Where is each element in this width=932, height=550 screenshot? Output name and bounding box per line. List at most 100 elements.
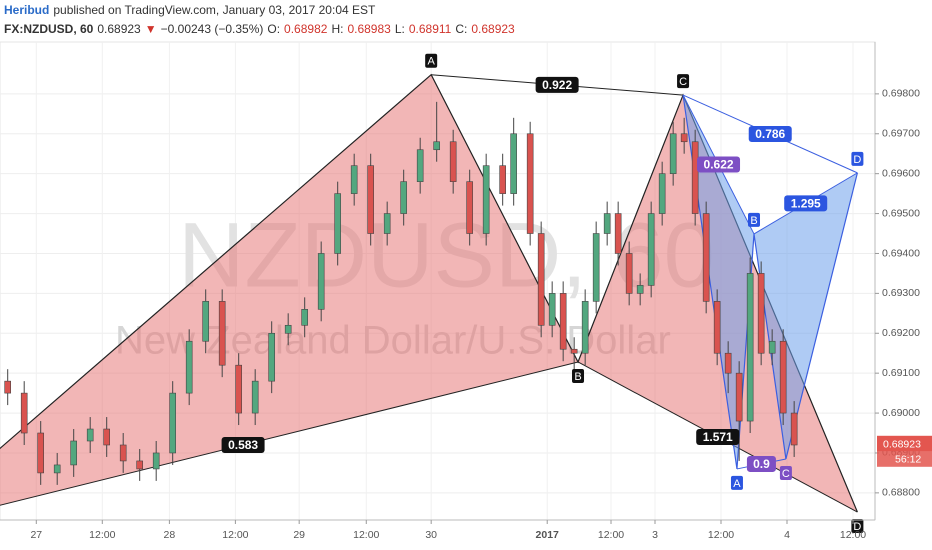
candle-body: [449, 141, 457, 182]
candle-body: [53, 464, 61, 474]
countdown: 56:12: [895, 454, 921, 466]
y-tick-label: 0.69500: [882, 207, 920, 219]
y-tick-label: 0.69000: [882, 407, 920, 419]
point-label: A: [428, 56, 436, 68]
candle-body: [614, 213, 622, 254]
candle-body: [735, 372, 743, 422]
c: 0.68923: [471, 22, 515, 36]
y-tick-label: 0.69800: [882, 88, 920, 100]
candle-body: [202, 301, 209, 342]
ratio-label: 0.583: [228, 438, 258, 452]
candle-body: [37, 432, 44, 474]
candle-body: [136, 460, 143, 470]
header-line: FX:NZDUSD, 60 0.68923 ▼ −0.00243 (−0.35%…: [4, 22, 515, 36]
ratio-box: [784, 195, 828, 212]
candle-body: [592, 233, 600, 302]
candle-body: [537, 233, 545, 326]
candle-body: [669, 133, 677, 174]
candle-body: [20, 392, 28, 434]
ratio-label: 1.295: [791, 197, 821, 211]
candle-body: [185, 340, 193, 394]
ratio-box: [221, 436, 265, 453]
y-tick-label: 0.69700: [882, 128, 920, 140]
symbol: FX:NZDUSD, 60: [4, 22, 94, 36]
ratio-box: [746, 455, 776, 472]
candle-body: [746, 273, 754, 422]
author[interactable]: Heribud: [4, 3, 50, 17]
x-tick-label: 12:00: [222, 529, 248, 541]
candle-body: [768, 340, 776, 354]
candle-body: [218, 301, 226, 366]
h: 0.68983: [347, 22, 391, 36]
candle-body: [691, 141, 699, 214]
candle-body: [334, 193, 341, 254]
candle-body: [103, 428, 110, 446]
candle-body: [251, 380, 259, 414]
candle-body: [284, 324, 292, 334]
x-tick-label: 30: [425, 529, 437, 541]
x-tick-label: 12:00: [89, 529, 115, 541]
last: 0.68923: [97, 22, 141, 36]
published: published on TradingView.com, January 03…: [53, 3, 376, 17]
candle-body: [724, 352, 732, 374]
countdown-box: [877, 451, 932, 467]
ratio-label: 1.571: [703, 430, 733, 444]
header-line: Heribud published on TradingView.com, Ja…: [4, 3, 375, 17]
point-box: [779, 465, 792, 480]
candle-body: [603, 213, 611, 234]
x-tick-label: 2017: [536, 529, 560, 541]
ratio-box: [748, 125, 792, 142]
y-tick-label: 0.68800: [882, 487, 920, 499]
last-price-box: [877, 435, 932, 452]
point-box: [730, 475, 743, 490]
candle-body: [548, 293, 556, 326]
x-tick-label: 29: [293, 529, 305, 541]
candle-body: [301, 309, 308, 326]
candle-body: [466, 181, 473, 234]
candle-body: [510, 133, 517, 194]
candle-body: [235, 364, 242, 414]
last-price-label: 0.68923: [883, 439, 921, 451]
candle-body: [433, 141, 440, 151]
x-tick-label: 12:00: [708, 529, 734, 541]
candle-body: [169, 392, 176, 454]
candle-body: [680, 133, 688, 143]
point-box: [425, 53, 438, 68]
point-label: B: [750, 215, 757, 227]
ratio-box: [697, 156, 741, 173]
x-tick-label: 27: [30, 529, 42, 541]
x-tick-label: 12:00: [598, 529, 624, 541]
ratio-label: 0.922: [542, 78, 572, 92]
candle-body: [70, 440, 77, 466]
candle-body: [570, 348, 578, 354]
point-box: [748, 212, 761, 227]
point-box: [851, 519, 864, 534]
change: −0.00243 (−0.35%): [160, 22, 264, 36]
y-tick-label: 0.69200: [882, 327, 920, 339]
candle-body: [367, 165, 374, 234]
point-label: D: [853, 521, 861, 533]
x-tick-label: 4: [784, 529, 790, 541]
x-tick-label: 28: [164, 529, 176, 541]
candle-body: [658, 173, 666, 214]
candle-body: [757, 273, 765, 354]
y-tick-label: 0.69400: [882, 247, 920, 259]
y-tick-label: 0.69600: [882, 167, 920, 179]
candle-body: [4, 380, 11, 394]
candle-body: [559, 293, 567, 350]
h-label: H:: [331, 22, 344, 36]
point-label: B: [574, 371, 581, 383]
candle-body: [636, 285, 644, 294]
candle-body: [526, 133, 534, 234]
candle-body: [383, 213, 391, 234]
point-box: [851, 151, 864, 166]
arrow: ▼: [144, 22, 157, 36]
candle-body: [119, 444, 127, 462]
candle-body: [350, 165, 358, 194]
candle-body: [713, 301, 721, 354]
y-tick-label: 0.69300: [882, 287, 920, 299]
l-label: L:: [394, 22, 405, 36]
ratio-label: 0.622: [704, 158, 734, 172]
